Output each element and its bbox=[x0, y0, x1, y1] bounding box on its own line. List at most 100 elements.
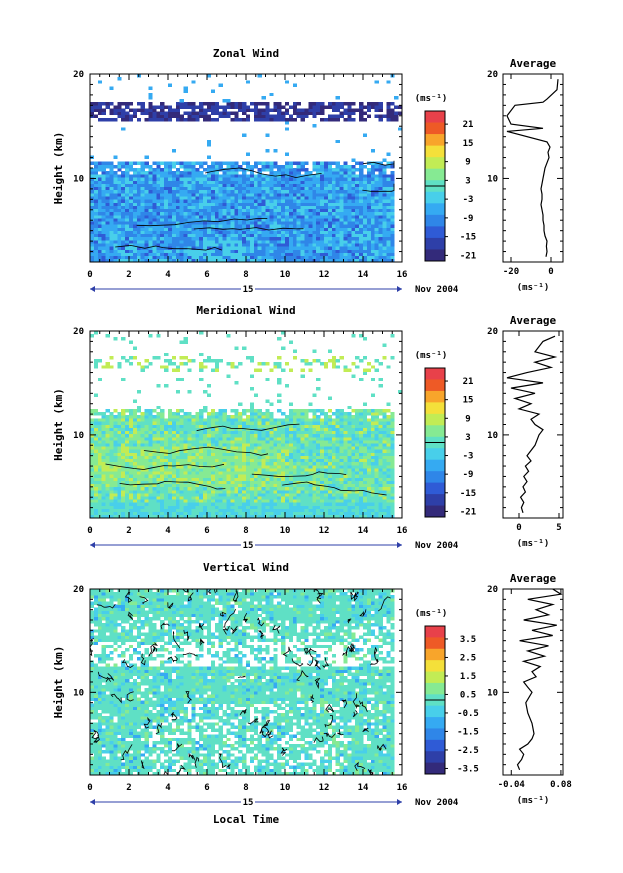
heatmap-cell bbox=[101, 452, 106, 456]
heatmap-cell bbox=[129, 452, 134, 456]
heatmap-cell bbox=[296, 215, 301, 219]
heatmap-cell bbox=[386, 218, 391, 222]
heatmap-cell bbox=[183, 489, 188, 494]
heatmap-cell bbox=[327, 208, 333, 213]
heatmap-cell bbox=[249, 258, 255, 263]
heatmap-cell bbox=[148, 440, 153, 444]
heatmap-cell bbox=[148, 486, 153, 491]
heatmap-cell bbox=[378, 249, 383, 253]
heatmap-cell bbox=[132, 215, 138, 219]
heatmap-cell bbox=[320, 508, 325, 513]
heatmap-cell bbox=[187, 193, 192, 197]
heatmap-cell bbox=[121, 189, 126, 194]
heatmap-cell bbox=[144, 502, 149, 506]
heatmap-cell bbox=[144, 477, 149, 481]
heatmap-cell bbox=[363, 508, 368, 513]
heatmap-cell bbox=[144, 255, 149, 260]
heatmap-cell bbox=[117, 77, 122, 81]
heatmap-cell bbox=[390, 243, 395, 247]
heatmap-cell bbox=[277, 505, 282, 509]
heatmap-cell bbox=[97, 105, 102, 109]
heatmap-cell bbox=[113, 111, 118, 116]
heatmap-cell bbox=[359, 180, 364, 184]
heatmap-cell bbox=[129, 189, 134, 194]
heatmap-cell bbox=[265, 108, 270, 112]
heatmap-cell bbox=[183, 86, 188, 90]
heatmap-cell bbox=[101, 171, 106, 175]
heatmap-cell bbox=[242, 133, 247, 137]
heatmap-cell bbox=[105, 255, 110, 260]
heatmap-cell bbox=[117, 511, 122, 516]
heatmap-cell bbox=[331, 227, 336, 231]
heatmap-cell bbox=[90, 458, 95, 463]
heatmap-cell bbox=[203, 502, 208, 506]
heatmap-cell bbox=[140, 196, 145, 200]
heatmap-cell bbox=[101, 468, 106, 472]
heatmap-cell bbox=[246, 199, 251, 203]
heatmap-cell bbox=[97, 199, 102, 203]
heatmap-cell bbox=[97, 174, 102, 178]
heatmap-cell bbox=[171, 483, 177, 488]
heatmap-cell bbox=[292, 105, 297, 109]
heatmap-cell bbox=[140, 174, 145, 178]
heatmap-cell bbox=[191, 199, 196, 203]
heatmap-cell bbox=[242, 230, 247, 235]
heatmap-cell bbox=[320, 443, 325, 447]
heatmap-cell bbox=[191, 105, 196, 109]
heatmap-cell bbox=[257, 246, 262, 250]
heatmap-cell bbox=[257, 493, 262, 497]
heatmap-cell bbox=[359, 255, 364, 260]
heatmap-cell bbox=[273, 465, 278, 469]
heatmap-cell bbox=[179, 468, 184, 472]
heatmap-cell bbox=[363, 452, 368, 456]
heatmap-cell bbox=[121, 452, 126, 456]
heatmap-cell bbox=[378, 199, 383, 203]
heatmap-cell bbox=[347, 258, 352, 263]
heatmap-cell bbox=[183, 168, 188, 172]
heatmap-cell bbox=[359, 186, 364, 191]
heatmap-cell bbox=[152, 208, 157, 213]
heatmap-cell bbox=[249, 177, 255, 181]
heatmap-cell bbox=[101, 502, 106, 506]
heatmap-cell bbox=[175, 233, 180, 238]
heatmap-cell bbox=[363, 477, 368, 481]
heatmap-cell bbox=[351, 196, 356, 200]
heatmap-cell bbox=[308, 211, 313, 216]
heatmap-cell bbox=[140, 227, 145, 231]
heatmap-cell bbox=[277, 477, 282, 481]
heatmap-cell bbox=[113, 243, 118, 247]
heatmap-cell bbox=[265, 183, 270, 188]
heatmap-cell bbox=[117, 215, 122, 219]
heatmap-cell bbox=[277, 446, 282, 450]
heatmap-cell bbox=[335, 183, 340, 188]
heatmap-cell bbox=[366, 227, 372, 231]
heatmap-cell bbox=[335, 480, 340, 485]
heatmap-cell bbox=[327, 249, 333, 253]
heatmap-cell bbox=[363, 221, 368, 225]
heatmap-cell bbox=[327, 202, 333, 206]
heatmap-cell bbox=[164, 508, 169, 513]
heatmap-cell bbox=[265, 236, 270, 241]
heatmap-cell bbox=[312, 196, 317, 200]
heatmap-cell bbox=[285, 208, 290, 213]
heatmap-cell bbox=[175, 249, 180, 253]
heatmap-cell bbox=[125, 111, 130, 116]
heatmap-cell bbox=[168, 455, 173, 460]
heatmap-cell bbox=[285, 127, 290, 131]
heatmap-cell bbox=[148, 205, 153, 210]
heatmap-cell bbox=[320, 511, 325, 516]
heatmap-cell bbox=[273, 249, 278, 253]
heatmap-cell bbox=[370, 205, 375, 210]
heatmap-cell bbox=[257, 496, 262, 500]
heatmap-cell bbox=[226, 511, 231, 516]
heatmap-cell bbox=[382, 249, 387, 253]
heatmap-cell bbox=[382, 443, 387, 447]
heatmap-cell bbox=[109, 174, 114, 178]
heatmap-cell bbox=[366, 114, 372, 119]
heatmap-cell bbox=[222, 461, 227, 466]
heatmap-cell bbox=[222, 218, 227, 222]
heatmap-cell bbox=[327, 505, 333, 509]
heatmap-cell bbox=[129, 489, 134, 494]
x-tick-label: 0 bbox=[87, 270, 92, 280]
heatmap-cell bbox=[121, 205, 126, 210]
